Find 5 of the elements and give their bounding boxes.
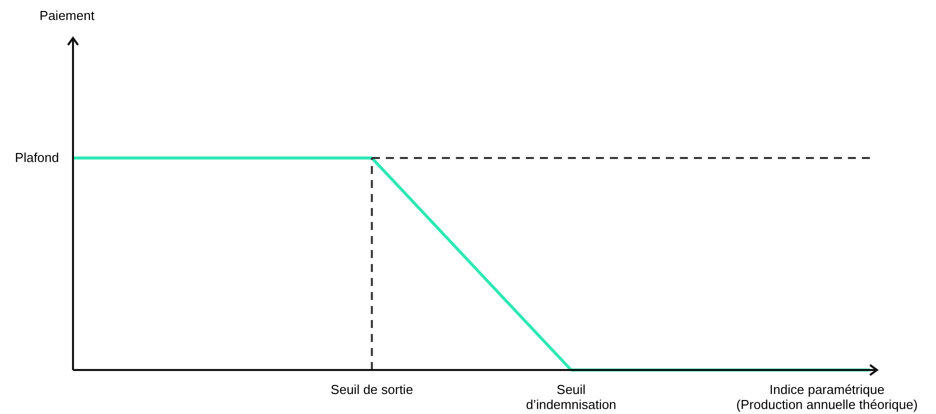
x-tick-label: Seuil de sortie	[330, 382, 414, 397]
x-axis-title: Indice paramétrique (Production annuelle théorique)	[736, 382, 918, 412]
text: Paiement	[40, 8, 95, 23]
text: Plafond	[14, 150, 59, 165]
x-tick-label: Seuil d’indemnisation	[526, 382, 616, 412]
